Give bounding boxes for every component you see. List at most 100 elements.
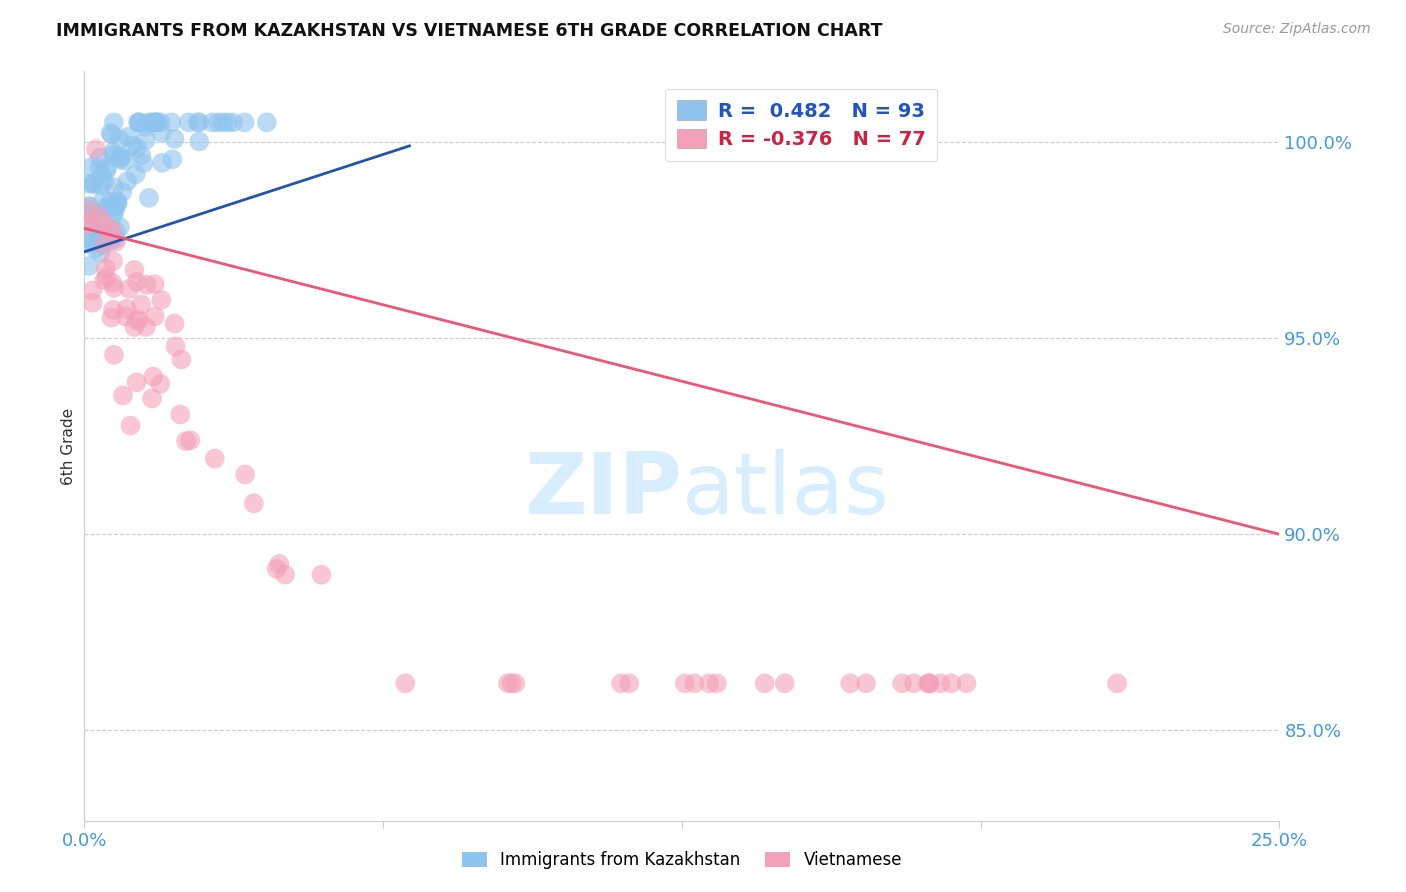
Point [84,142,107,156]
Point [143,310,166,324]
Point [170,352,193,367]
Point [94,163,117,178]
Point [941,676,963,690]
Point [114,153,136,168]
Point [918,676,941,690]
Point [101,128,124,142]
Point [111,388,134,402]
Point [177,115,200,129]
Text: IMMIGRANTS FROM KAZAKHSTAN VS VIETNAMESE 6TH GRADE CORRELATION CHART: IMMIGRANTS FROM KAZAKHSTAN VS VIETNAMESE… [56,22,883,40]
Point [128,115,150,129]
Point [77,177,100,191]
Point [103,115,125,129]
Point [84,242,107,256]
Point [131,148,153,162]
Point [90,245,112,260]
Point [501,676,523,690]
Point [91,193,114,207]
Point [132,156,155,170]
Point [162,153,184,167]
Point [683,676,706,690]
Point [80,207,103,221]
Point [125,376,148,390]
Point [311,567,333,582]
Point [179,434,201,448]
Point [93,273,115,287]
Point [212,115,235,129]
Point [77,200,100,214]
Point [91,238,114,252]
Point [127,115,149,129]
Point [82,284,104,298]
Point [496,676,519,690]
Point [83,177,105,191]
Point [77,199,100,213]
Point [903,676,925,690]
Text: ZIP: ZIP [524,450,682,533]
Point [93,237,115,252]
Point [163,132,186,146]
Point [125,275,148,289]
Point [100,310,122,325]
Point [243,496,266,510]
Point [149,376,172,391]
Point [103,200,125,214]
Point [80,233,103,247]
Point [125,313,148,327]
Point [108,152,131,166]
Text: atlas: atlas [682,450,890,533]
Point [135,319,157,334]
Point [163,317,186,331]
Point [86,222,108,236]
Point [124,167,146,181]
Point [100,194,122,209]
Point [101,276,124,290]
Point [120,418,142,433]
Point [1105,676,1128,690]
Point [108,132,131,146]
Point [77,235,100,250]
Point [110,151,132,165]
Point [143,115,166,129]
Point [103,148,125,162]
Point [105,197,128,211]
Point [121,138,143,153]
Point [87,209,110,223]
Point [855,676,877,690]
Point [103,180,125,194]
Point [145,115,167,129]
Point [77,259,100,273]
Point [394,676,416,690]
Point [142,369,165,384]
Point [706,676,728,690]
Point [96,202,118,217]
Point [222,115,245,129]
Point [149,115,172,129]
Point [124,320,146,334]
Point [150,126,173,140]
Point [103,348,125,362]
Point [82,295,104,310]
Point [82,177,104,191]
Point [150,293,173,307]
Point [207,115,229,129]
Point [266,562,288,576]
Point [128,313,150,327]
Point [114,310,136,324]
Point [138,191,160,205]
Point [77,217,100,231]
Point [91,235,114,249]
Point [101,145,124,160]
Point [80,160,103,174]
Point [77,215,100,229]
Point [124,263,146,277]
Point [89,161,111,175]
Point [108,149,131,163]
Point [98,229,121,244]
Point [103,281,125,295]
Point [104,203,127,218]
Point [169,408,191,422]
Point [619,676,641,690]
Point [91,168,114,182]
Point [77,206,100,220]
